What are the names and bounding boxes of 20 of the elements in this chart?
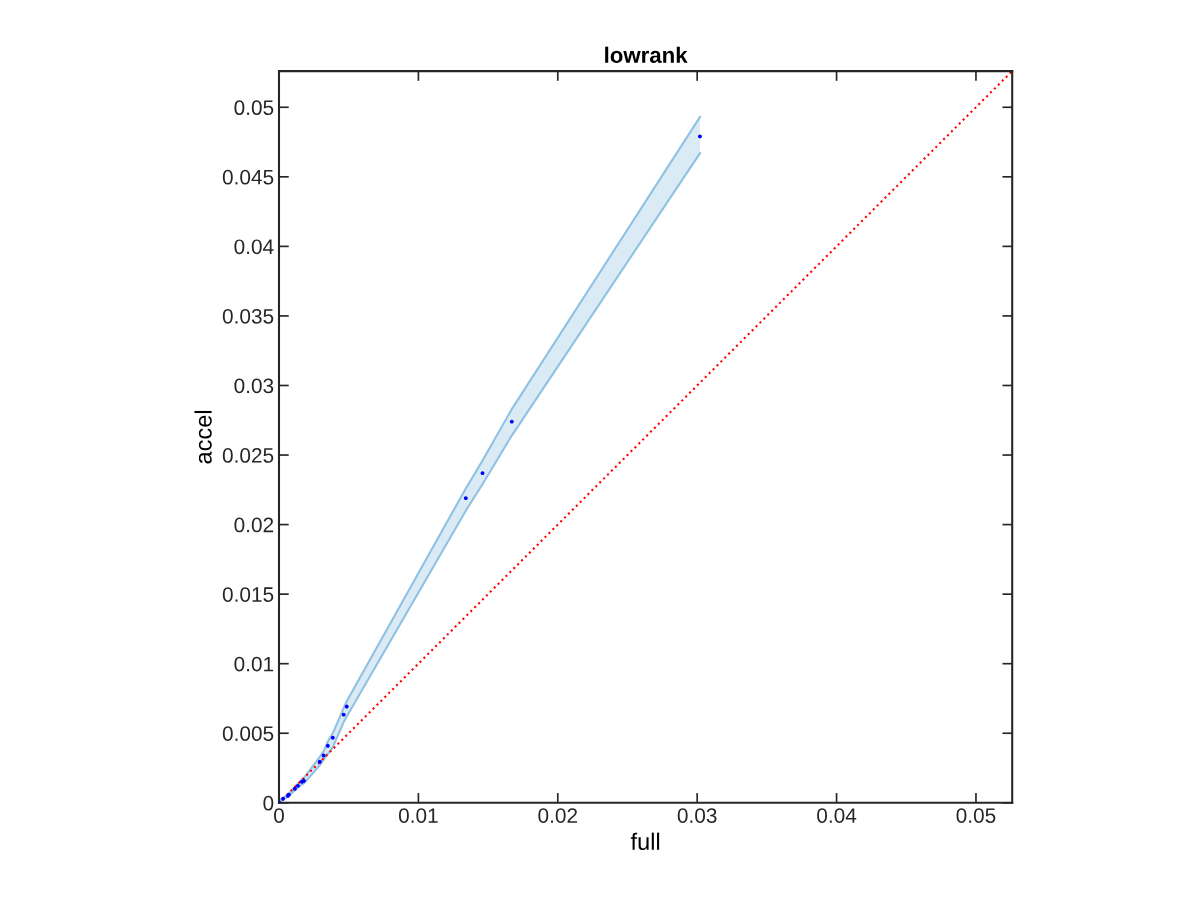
y-tick-label: 0.04 [234, 239, 274, 255]
x-tick-label: 0.03 [677, 808, 717, 823]
y-tick-label: 0.035 [222, 308, 274, 324]
x-tick-label: 0 [274, 808, 284, 823]
x-tick-label: 0.05 [956, 808, 996, 823]
x-tick-label: 0.04 [817, 808, 857, 823]
y-tick-label: 0.02 [234, 517, 274, 533]
y-tick-label: 0.025 [222, 448, 274, 463]
x-tick-label: 0.01 [398, 808, 438, 823]
chart-title: lowrank [605, 46, 688, 63]
y-tick-label: 0.05 [234, 100, 274, 116]
y-tick-label: 0.03 [234, 378, 274, 394]
y-tick-label: 0.005 [222, 726, 274, 741]
y-tick-label: 0 [263, 795, 274, 811]
y-tick-label: 0.045 [222, 169, 274, 185]
x-axis-title: full [630, 832, 660, 850]
y-axis-title: accel [194, 410, 212, 464]
x-tick-label: 0.02 [538, 808, 578, 823]
y-tick-label: 0.015 [222, 587, 274, 602]
y-tick-label: 0.01 [234, 656, 274, 672]
